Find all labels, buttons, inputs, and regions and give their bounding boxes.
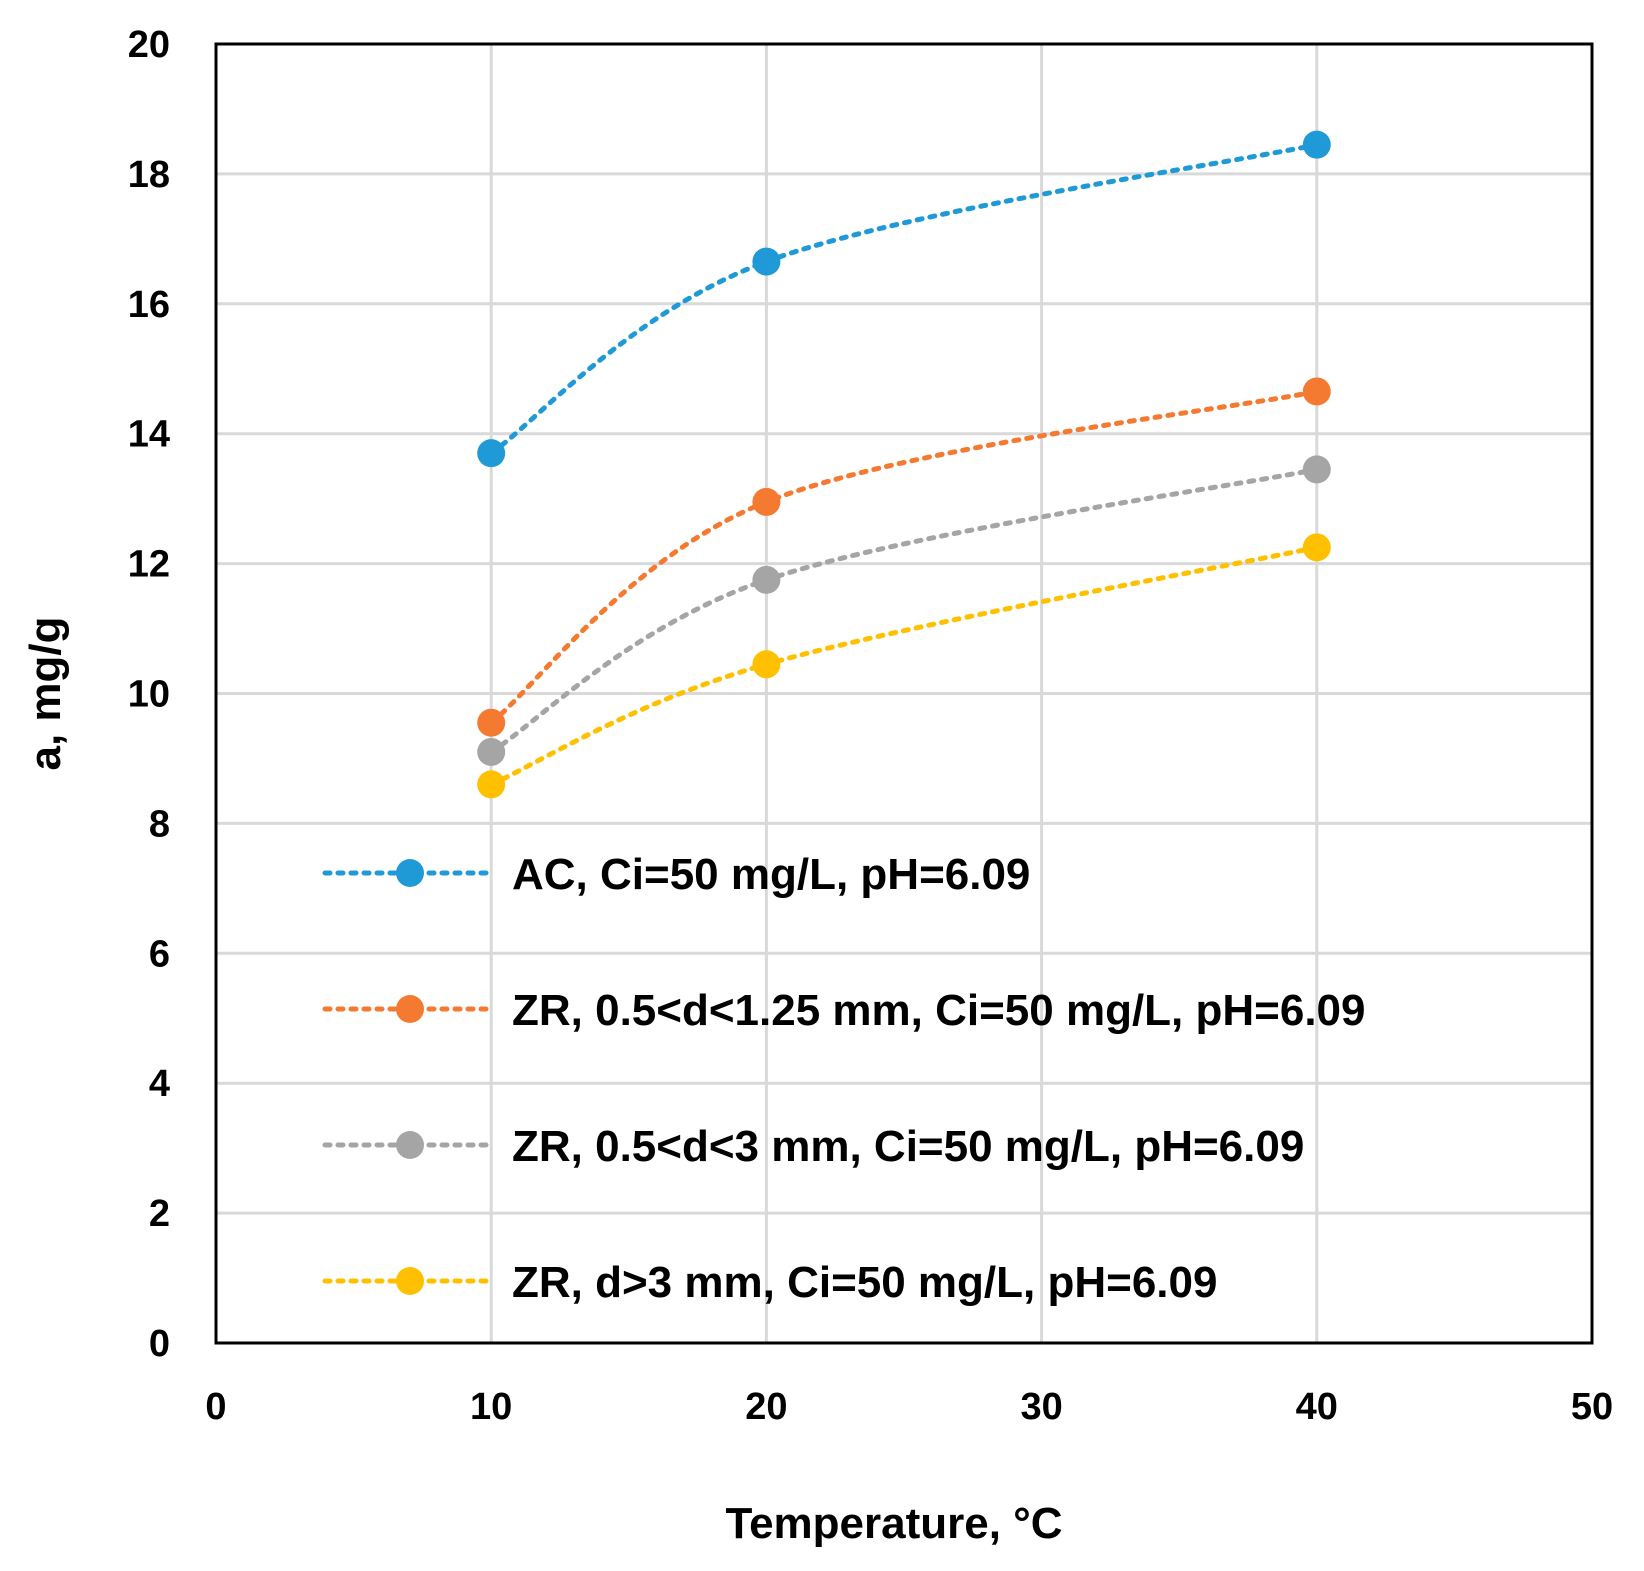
y-tick-label: 18 <box>128 154 170 196</box>
x-tick-label: 40 <box>1296 1386 1338 1428</box>
data-point-series-2 <box>477 708 506 737</box>
data-point-series-2 <box>1302 377 1331 406</box>
legend-marker-4 <box>396 1267 424 1295</box>
y-tick-label: 16 <box>128 284 170 326</box>
series-line-3 <box>488 466 1320 755</box>
y-tick-label: 12 <box>128 544 170 586</box>
legend-marker-1 <box>396 859 424 887</box>
y-tick-label: 8 <box>149 803 170 845</box>
legend-marker-3 <box>396 1131 424 1159</box>
y-axis-title: a, mg/g <box>21 616 70 770</box>
data-point-series-2 <box>752 487 781 516</box>
y-axis-ticks: 0 2 4 6 8 10 12 14 16 18 20 <box>128 24 170 1365</box>
data-point-series-4 <box>752 650 781 679</box>
y-tick-label: 2 <box>149 1193 170 1235</box>
series-line-4 <box>488 544 1320 787</box>
series-points <box>477 130 1331 799</box>
x-tick-label: 50 <box>1571 1386 1613 1428</box>
data-point-series-4 <box>477 770 506 799</box>
data-point-series-3 <box>477 737 506 766</box>
data-point-series-1 <box>752 247 781 276</box>
data-point-series-3 <box>752 565 781 594</box>
x-tick-label: 0 <box>205 1386 226 1428</box>
x-axis-title: Temperature, °C <box>725 1499 1062 1548</box>
y-tick-label: 0 <box>149 1323 170 1365</box>
legend: AC, Ci=50 mg/L, pH=6.09 ZR, 0.5<d<1.25 mm… <box>322 850 1366 1307</box>
legend-label-4: ZR, d>3 mm, Ci=50 mg/L, pH=6.09 <box>512 1258 1217 1307</box>
data-point-series-1 <box>1302 130 1331 159</box>
x-tick-label: 10 <box>470 1386 512 1428</box>
x-axis-ticks: 0 10 20 30 40 50 <box>205 1386 1613 1428</box>
legend-label-3: ZR, 0.5<d<3 mm, Ci=50 mg/L, pH=6.09 <box>512 1122 1304 1171</box>
y-tick-label: 20 <box>128 24 170 66</box>
y-tick-label: 4 <box>149 1063 170 1105</box>
y-tick-label: 6 <box>149 933 170 975</box>
series-line-2 <box>488 388 1320 726</box>
x-tick-label: 20 <box>745 1386 787 1428</box>
data-point-series-4 <box>1302 533 1331 562</box>
x-tick-label: 30 <box>1020 1386 1062 1428</box>
data-point-series-1 <box>477 439 506 468</box>
series-line-1 <box>488 142 1320 456</box>
legend-marker-2 <box>396 995 424 1023</box>
series-lines <box>488 142 1320 787</box>
y-tick-label: 10 <box>128 674 170 716</box>
legend-label-2: ZR, 0.5<d<1.25 mm, Ci=50 mg/L, pH=6.09 <box>512 986 1366 1035</box>
legend-label-1: AC, Ci=50 mg/L, pH=6.09 <box>512 850 1030 899</box>
plot-area-border <box>214 42 1594 1345</box>
y-tick-label: 14 <box>128 414 170 456</box>
data-point-series-3 <box>1302 455 1331 484</box>
